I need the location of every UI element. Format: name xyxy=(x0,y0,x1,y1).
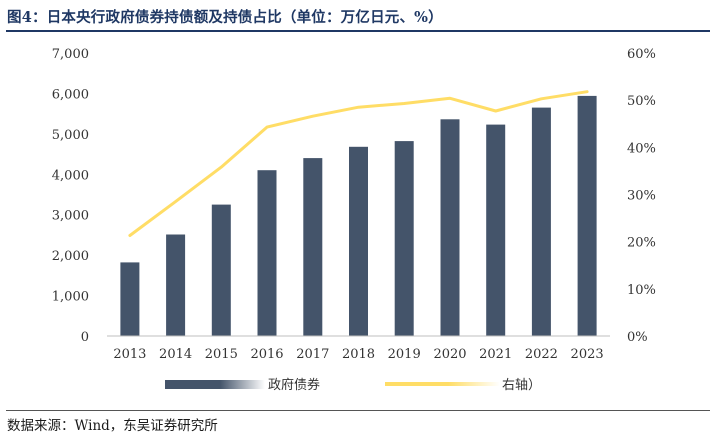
line-point-2021 xyxy=(495,110,497,112)
line-point-2019 xyxy=(403,103,405,104)
line-point-2020 xyxy=(449,97,451,99)
bar-2014 xyxy=(166,234,186,336)
line-point-2017 xyxy=(312,115,314,117)
line-point-2014 xyxy=(175,201,177,203)
left-tick-label: 1,000 xyxy=(52,290,89,305)
left-tick-label: 4,000 xyxy=(52,168,89,183)
x-tick-label: 2022 xyxy=(525,347,558,362)
left-tick-label: 5,000 xyxy=(52,128,89,143)
x-tick-label: 2016 xyxy=(250,347,283,362)
title-divider xyxy=(6,30,710,32)
x-tick-label: 2023 xyxy=(571,347,604,362)
line-point-2018 xyxy=(358,106,359,108)
legend-bar-swatch xyxy=(165,380,265,389)
legend-line-label: 右轴） xyxy=(502,378,541,393)
x-tick-label: 2018 xyxy=(342,347,375,362)
footer-divider xyxy=(6,410,710,411)
line-point-2015 xyxy=(220,166,222,168)
right-tick-label: 40% xyxy=(627,141,656,156)
right-tick-label: 0% xyxy=(627,330,648,345)
left-tick-label: 2,000 xyxy=(52,249,89,264)
bar-2022 xyxy=(531,107,551,336)
line-point-2022 xyxy=(540,98,542,100)
bar-series xyxy=(120,95,597,337)
bar-2023 xyxy=(577,95,597,337)
line-series xyxy=(128,90,589,237)
bar-2016 xyxy=(257,170,277,336)
right-axis-labels: 0% 10% 20% 30% 40% 50% 60% xyxy=(627,47,656,345)
x-tick-label: 2019 xyxy=(388,347,421,362)
bar-2018 xyxy=(349,146,368,336)
legend-line-swatch xyxy=(385,382,500,386)
right-tick-label: 20% xyxy=(627,236,656,251)
left-tick-label: 3,000 xyxy=(52,209,89,224)
line-point-2016 xyxy=(266,126,268,128)
left-axis-labels: 0 1,000 2,000 3,000 4,000 5,000 6,000 7,000 xyxy=(52,47,89,345)
bar-2015 xyxy=(211,204,231,336)
bar-2017 xyxy=(303,158,323,336)
bar-2020 xyxy=(440,119,460,336)
x-tick-label: 2014 xyxy=(159,347,192,362)
x-tick-label: 2017 xyxy=(296,347,329,362)
legend: 政府债券 右轴） xyxy=(165,377,541,393)
x-tick-label: 2015 xyxy=(205,347,238,362)
x-tick-label: 2021 xyxy=(479,347,512,362)
source-note: 数据来源：Wind，东吴证券研究所 xyxy=(7,418,218,434)
line-point-2023 xyxy=(586,91,588,93)
bar-2013 xyxy=(120,262,140,336)
legend-bar-label: 政府债券 xyxy=(268,377,320,393)
chart-title: 图4：日本央行政府债券持债额及持债占比（单位：万亿日元、%） xyxy=(7,9,443,26)
right-tick-label: 50% xyxy=(627,94,656,109)
x-tick-label: 2013 xyxy=(113,347,146,362)
left-tick-label: 6,000 xyxy=(52,87,89,102)
x-tick-label: 2020 xyxy=(433,347,466,362)
x-axis-labels: 2013 2014 2015 2016 2017 2018 2019 2020 2021 2022… xyxy=(113,347,603,362)
bar-2019 xyxy=(394,141,414,336)
right-tick-label: 60% xyxy=(627,47,656,62)
bar-2021 xyxy=(486,124,506,336)
left-tick-label: 7,000 xyxy=(52,47,89,62)
line-point-2013 xyxy=(129,235,131,236)
right-tick-label: 30% xyxy=(627,189,656,204)
right-tick-label: 10% xyxy=(627,283,656,298)
left-tick-label: 0 xyxy=(81,330,89,345)
